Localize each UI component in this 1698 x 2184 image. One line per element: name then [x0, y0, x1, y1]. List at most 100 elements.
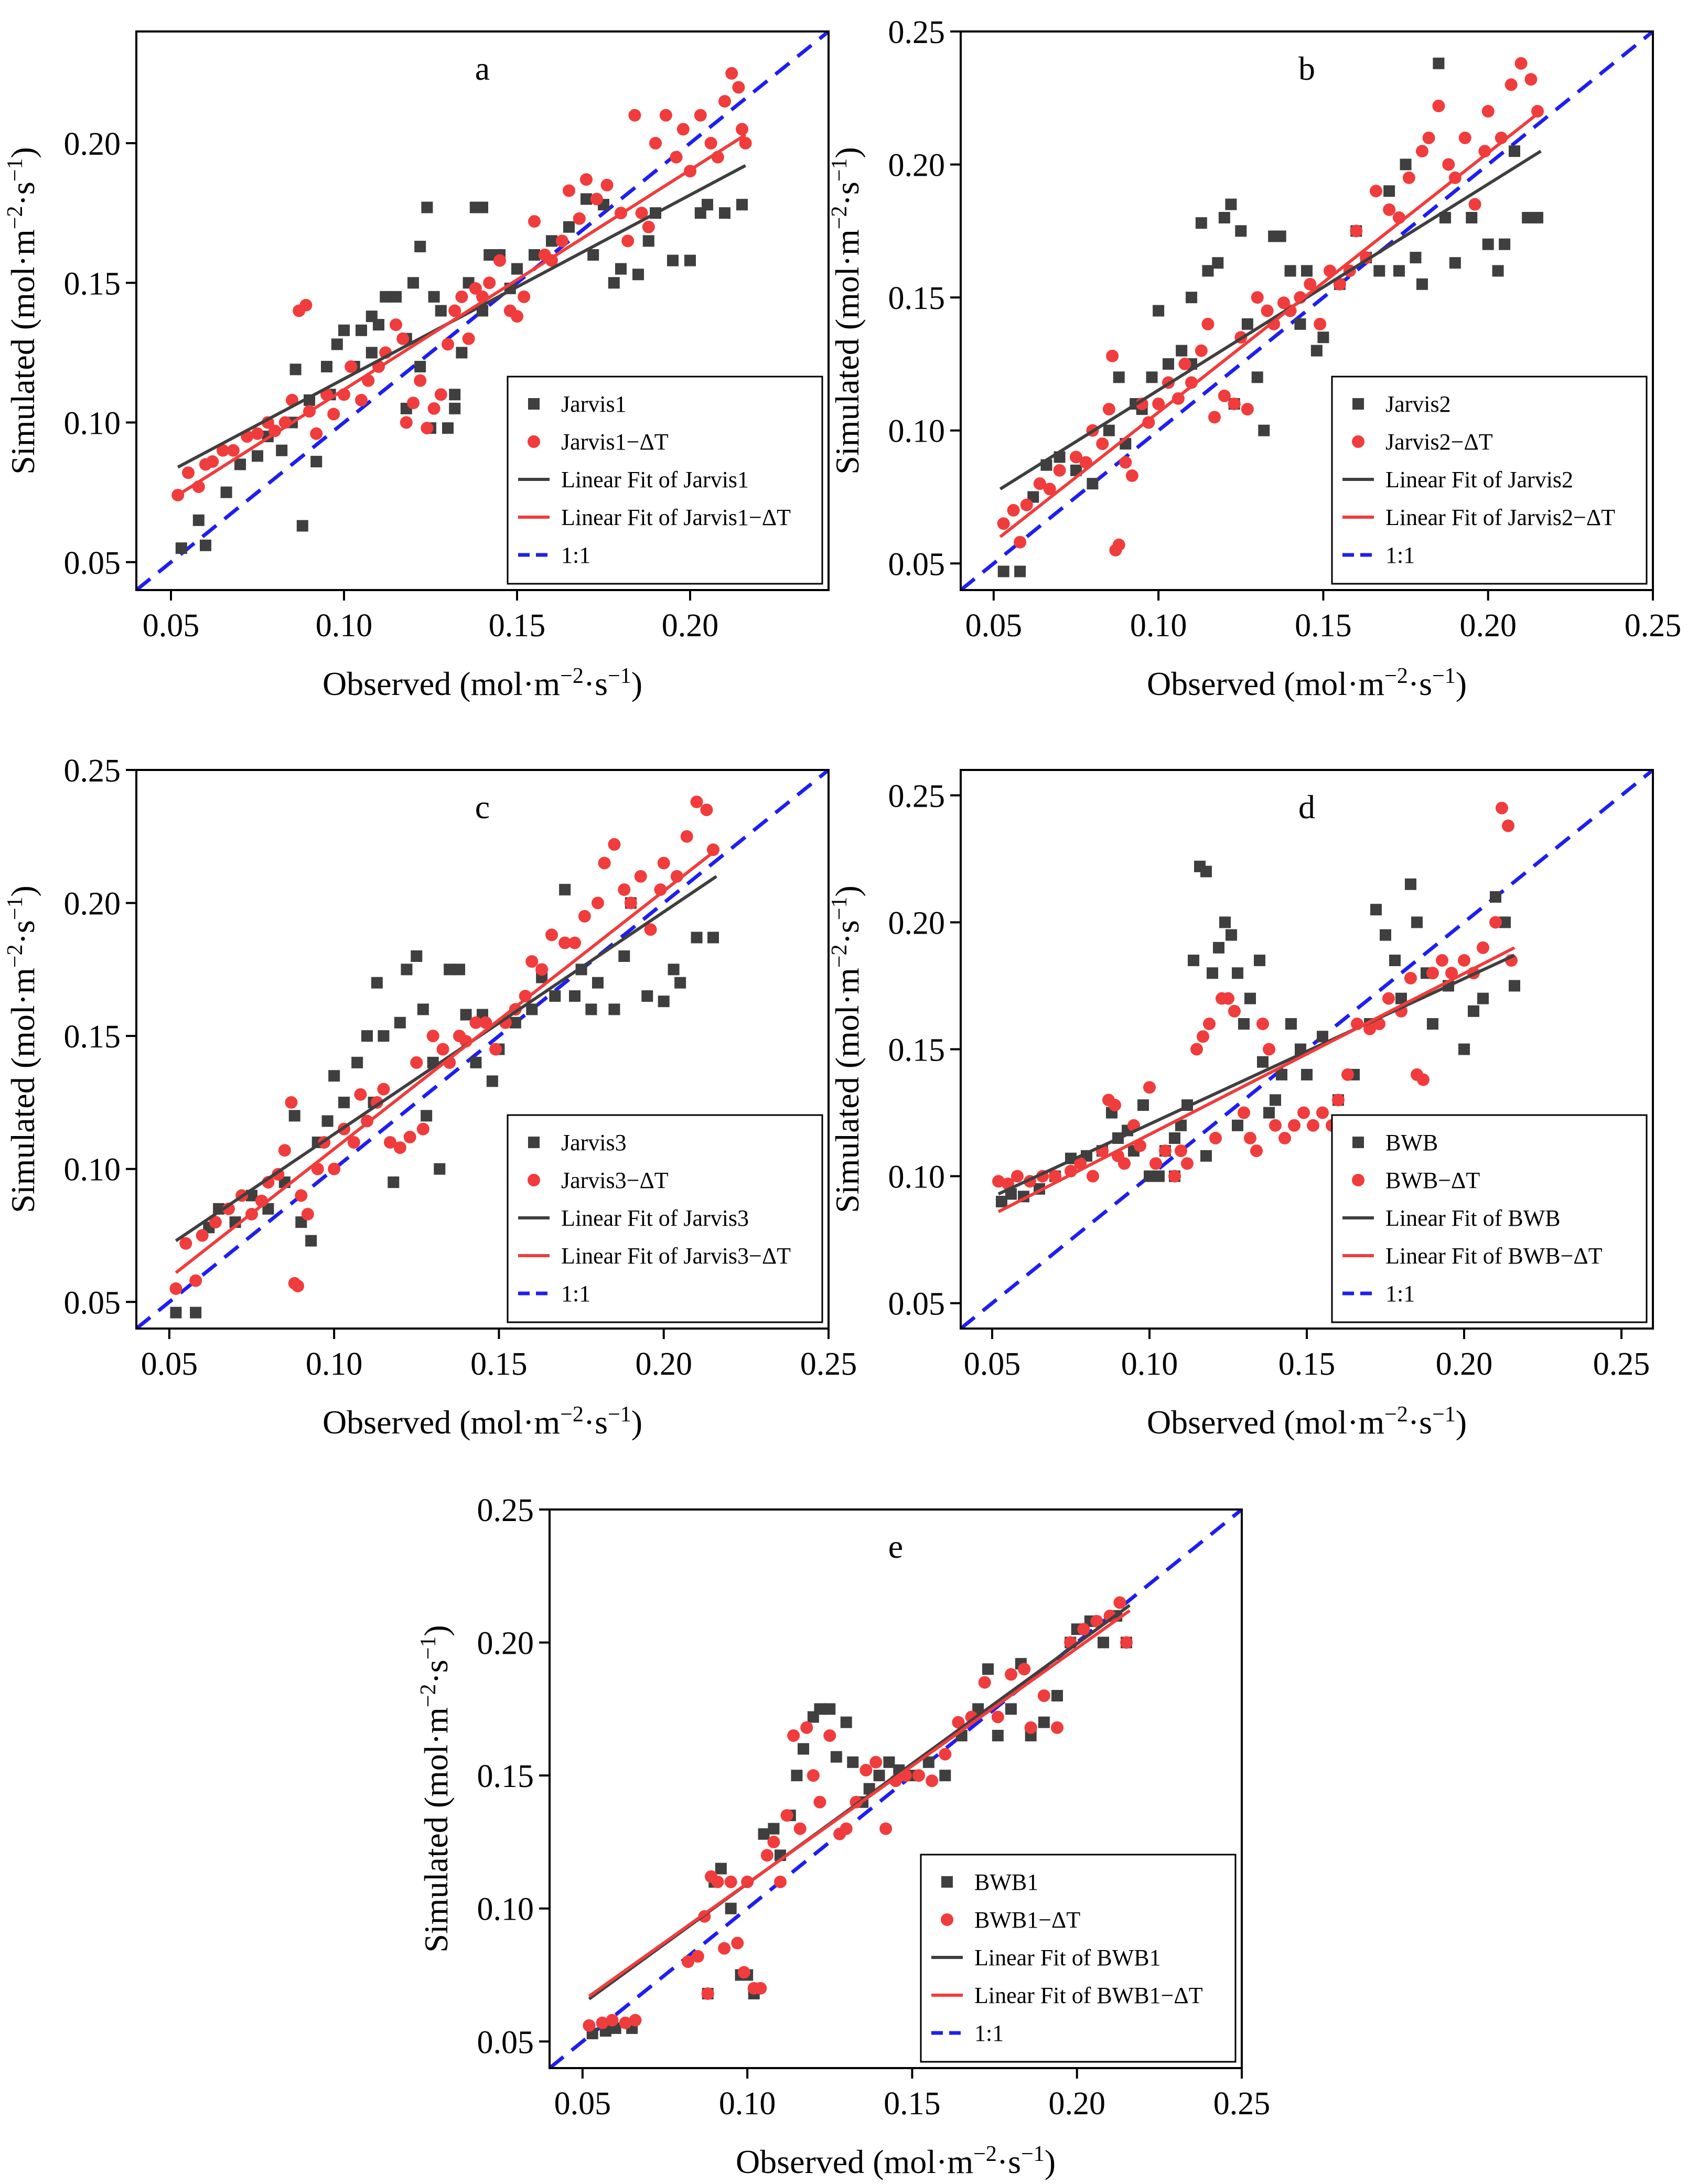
- data-point: [327, 408, 340, 421]
- data-point: [444, 963, 456, 976]
- data-point: [1481, 105, 1495, 118]
- data-point: [1143, 1081, 1156, 1094]
- unit-mid: ·s: [1408, 1404, 1432, 1441]
- data-point: [1499, 238, 1511, 250]
- y-tick-label: 0.05: [477, 2025, 534, 2060]
- data-point: [807, 1769, 820, 1782]
- data-point: [351, 1056, 363, 1068]
- data-point: [732, 81, 745, 94]
- data-point: [1186, 292, 1197, 304]
- data-point: [982, 1663, 994, 1675]
- y-tick-label: 0.25: [477, 1493, 534, 1528]
- data-point: [435, 305, 447, 317]
- data-point: [371, 977, 383, 989]
- data-point: [407, 277, 419, 289]
- legend-entry-label: 1:1: [561, 542, 590, 568]
- data-point: [1181, 1157, 1194, 1170]
- data-point: [411, 950, 423, 962]
- data-point: [1509, 145, 1520, 157]
- data-point: [1168, 1170, 1181, 1183]
- data-point: [1466, 212, 1478, 223]
- x-axis-label: Observed (mol·m−2·s−1): [1147, 1403, 1467, 1441]
- data-point: [644, 923, 657, 936]
- y-tick-label: 0.15: [64, 266, 121, 302]
- unit-close: ): [829, 885, 866, 896]
- legend-entry-label: Linear Fit of Jarvis3−ΔT: [561, 1243, 791, 1269]
- legend-entry-label: Linear Fit of Jarvis2: [1385, 467, 1573, 493]
- legend-entry-label: Jarvis1−ΔT: [561, 429, 669, 455]
- panel-c: 0.05 0.10 0.15 0.20 0.25 0.05 0.10 0.15 0.20 0.25…: [3, 753, 857, 1441]
- data-point: [1263, 1043, 1275, 1056]
- data-point: [736, 199, 748, 211]
- data-point: [619, 2016, 632, 2029]
- data-point: [449, 402, 461, 414]
- data-point: [1018, 1663, 1031, 1676]
- data-point: [1118, 1157, 1131, 1170]
- data-point: [493, 254, 506, 267]
- data-point: [234, 458, 246, 470]
- data-point: [798, 1743, 809, 1755]
- data-point: [1532, 212, 1543, 223]
- data-point: [169, 1282, 182, 1295]
- data-point: [486, 1075, 498, 1087]
- legend-marker-circle: [941, 1913, 953, 1926]
- legend-entry-label: 1:1: [561, 1281, 590, 1307]
- data-point: [549, 990, 561, 1002]
- data-point: [462, 332, 475, 345]
- fit-line-model-delta-t: [177, 133, 747, 497]
- x-tick-label: 0.15: [884, 2086, 941, 2122]
- data-point: [426, 1030, 439, 1043]
- legend-box: [920, 1854, 1237, 2063]
- data-point: [682, 1955, 694, 1968]
- data-point: [691, 1950, 704, 1963]
- data-point: [310, 427, 323, 440]
- x-axis-label: Observed (mol·m−2·s−1): [1147, 664, 1467, 702]
- unit-close: ): [1456, 665, 1467, 702]
- data-point: [1333, 277, 1346, 291]
- data-point: [847, 1756, 859, 1768]
- data-point: [1178, 357, 1191, 370]
- data-point: [1380, 929, 1391, 941]
- fit-line-model: [997, 954, 1516, 1196]
- data-point: [209, 1216, 222, 1229]
- fit-line-model: [175, 875, 717, 1243]
- data-point: [1251, 371, 1263, 383]
- data-point: [922, 1756, 934, 1768]
- data-point: [694, 109, 707, 122]
- panel-letter: b: [1298, 50, 1315, 87]
- y-axis-label: Simulated (mol·m−2·s−1): [827, 147, 866, 474]
- legend-entry-label: Linear Fit of BWB−ΔT: [1385, 1243, 1603, 1269]
- data-point: [469, 282, 482, 295]
- data-point: [737, 1966, 750, 1979]
- data-point: [276, 444, 288, 456]
- data-point: [1201, 317, 1215, 330]
- data-point: [1439, 212, 1451, 223]
- data-point: [1301, 1068, 1313, 1080]
- unit-prefix: Simulated (mol·m: [4, 229, 41, 475]
- y-tick-label: 0.10: [477, 1892, 534, 1928]
- data-point: [189, 1274, 202, 1287]
- x-tick-label: 0.15: [1295, 608, 1352, 644]
- data-point: [1411, 916, 1423, 928]
- data-point: [1212, 257, 1224, 269]
- data-point: [1310, 345, 1323, 357]
- fit-line-model-delta-t: [999, 110, 1542, 538]
- unit-close: ): [631, 665, 642, 702]
- data-point: [992, 1730, 1004, 1742]
- legend-marker-square: [1352, 398, 1364, 410]
- legend-box: [1331, 376, 1648, 585]
- data-point: [1477, 992, 1489, 1004]
- data-point: [635, 207, 648, 220]
- plot-frame: [960, 30, 1654, 591]
- plot-frame: [549, 1508, 1243, 2069]
- data-point: [470, 1056, 482, 1068]
- data-point: [1257, 1056, 1269, 1068]
- unit-mid: ·s: [997, 2143, 1021, 2180]
- data-point: [1175, 1119, 1187, 1131]
- data-point: [1263, 1107, 1275, 1119]
- data-point: [251, 427, 264, 440]
- fit-line-model-delta-t: [588, 1609, 1131, 1998]
- data-point: [725, 1902, 737, 1914]
- legend-box: [507, 1114, 823, 1323]
- data-point: [719, 207, 730, 219]
